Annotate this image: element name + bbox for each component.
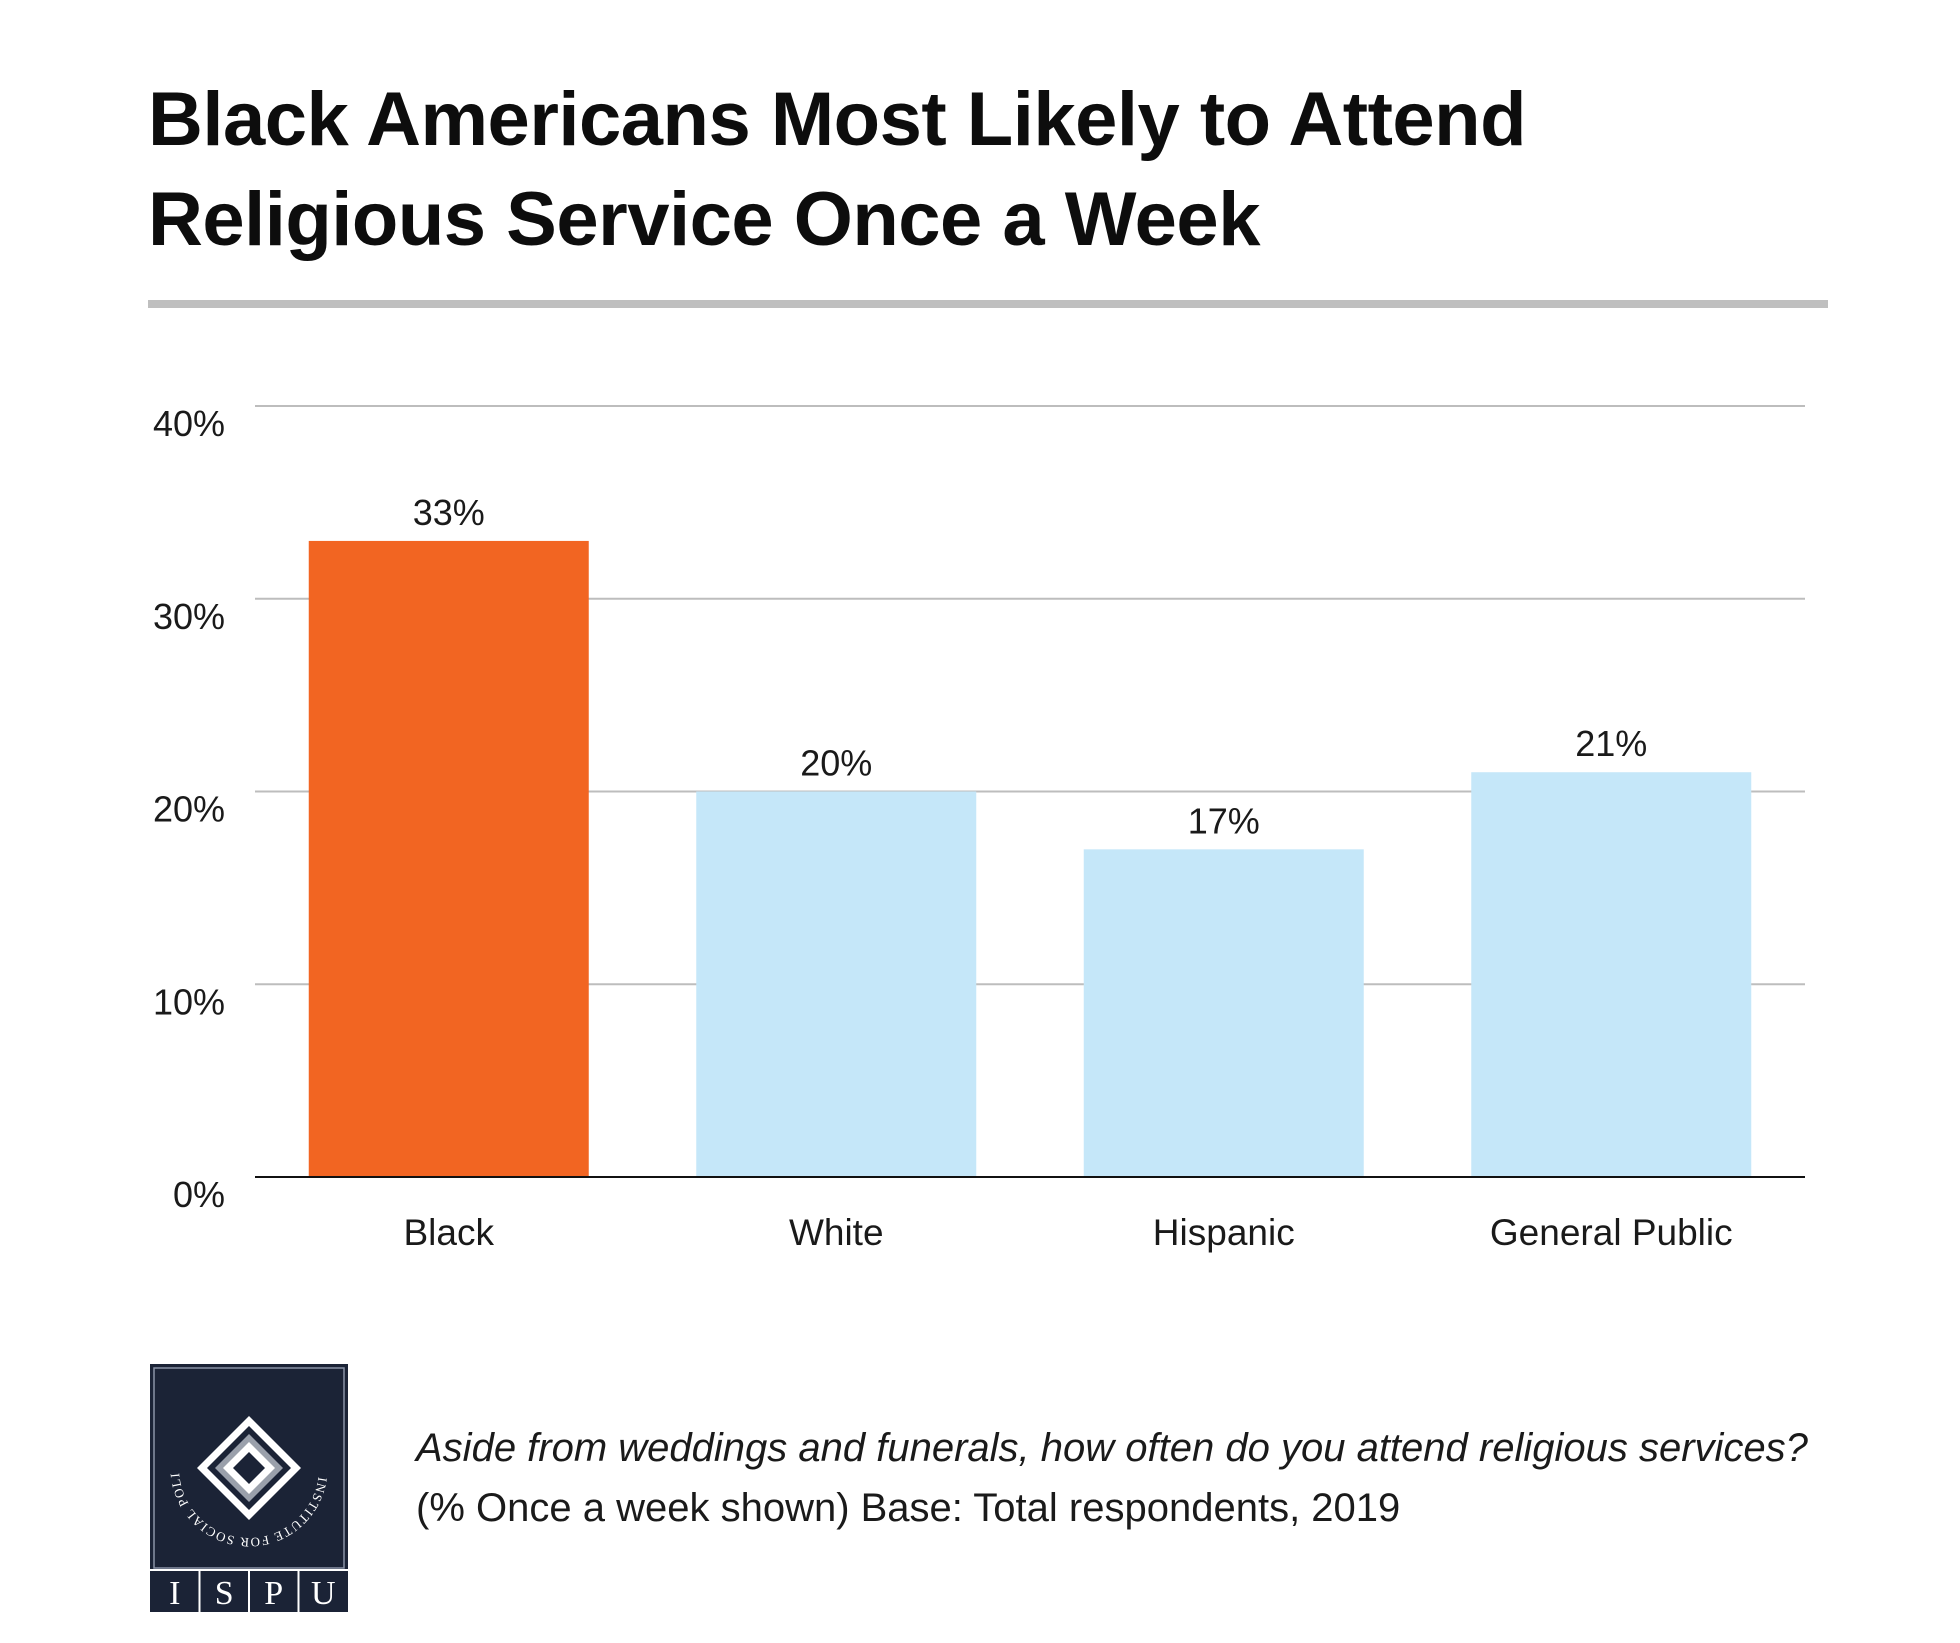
- ispu-seal-graphic: INSTITUTE FOR SOCIAL POLICY AND UNDERSTA…: [145, 1352, 348, 1612]
- y-axis-ticks: 0% 10% 20% 30% 40%: [153, 403, 225, 1215]
- data-labels: 33% 20% 17% 21%: [413, 492, 1648, 841]
- survey-note: (% Once a week shown) Base: Total respon…: [416, 1486, 1401, 1530]
- bar-hispanic: [1083, 849, 1364, 1177]
- bars: [308, 540, 1752, 1177]
- logo-letter: U: [311, 1575, 336, 1612]
- category-label: General Public: [1490, 1212, 1733, 1253]
- survey-question: Aside from weddings and funerals, how of…: [416, 1426, 1808, 1470]
- title-divider: [148, 300, 1828, 308]
- y-tick-label: 30%: [153, 596, 225, 637]
- x-axis-categories: Black White Hispanic General Public: [404, 1212, 1733, 1253]
- chart-title-line-1: Black Americans Most Likely to Attend: [148, 77, 1527, 162]
- diamond-emblem-icon: [197, 1416, 301, 1520]
- data-label: 33%: [413, 492, 485, 533]
- y-tick-label: 10%: [153, 981, 225, 1022]
- y-tick-label: 0%: [173, 1174, 225, 1215]
- bar-general-public: [1471, 772, 1752, 1177]
- bar-chart: 0% 10% 20% 30% 40% 33% 20% 17% 21% Black White Hi…: [153, 403, 1805, 1253]
- bar-black: [308, 540, 589, 1177]
- ispu-logo: INSTITUTE FOR SOCIAL POLICY AND UNDERSTA…: [145, 1352, 348, 1612]
- survey-caption: Aside from weddings and funerals, how of…: [416, 1418, 1856, 1538]
- category-label: White: [789, 1212, 884, 1253]
- chart-title-line-2: Religious Service Once a Week: [148, 177, 1260, 262]
- bar-white: [696, 791, 977, 1177]
- logo-letter: I: [169, 1575, 180, 1612]
- y-tick-label: 20%: [153, 789, 225, 830]
- logo-letter: P: [264, 1575, 283, 1612]
- chart-title: Black Americans Most Likely to Attend Re…: [148, 70, 1848, 270]
- data-label: 21%: [1575, 723, 1647, 764]
- logo-letter: S: [215, 1575, 234, 1612]
- data-label: 17%: [1188, 800, 1260, 841]
- data-label: 20%: [800, 743, 872, 784]
- category-label: Black: [404, 1212, 495, 1253]
- category-label: Hispanic: [1153, 1212, 1295, 1253]
- y-tick-label: 40%: [153, 403, 225, 444]
